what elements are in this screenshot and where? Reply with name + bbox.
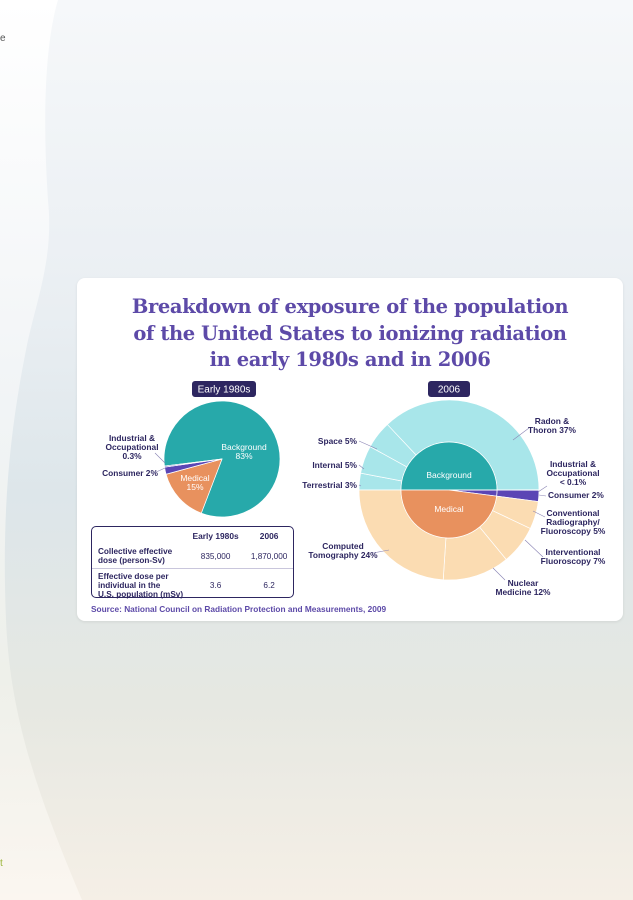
charts-canvas: Early 1980s Background 83% Medical 15% Consum…: [102, 381, 606, 597]
donut-outer-label: Conventional Radiography/Fluoroscopy 5%: [541, 508, 606, 536]
donut-outer-label: Computed Tomography 24%: [308, 541, 378, 560]
donut-outer-label: Internal 5%: [312, 460, 357, 470]
table-row-label: Effective dose per individual in the U.S…: [92, 568, 186, 602]
donut-inner-label: Background: [426, 470, 472, 480]
pie-1980s-label: Consumer 2%: [102, 468, 158, 478]
donut-leader: [532, 510, 546, 518]
table-cell: 835,000: [200, 551, 231, 561]
row-label-line: U.S. population (mSv): [98, 590, 184, 599]
donut-outer-label: Nuclear Medicine 12%: [496, 578, 551, 597]
table-header-1980s: Early 1980s: [192, 531, 239, 541]
row-label-line: individual in the: [98, 581, 161, 590]
edge-mark-bottom: t: [0, 858, 3, 869]
table-cell: 1,870,000: [250, 551, 288, 561]
title-line-2: of the United States to ionizing radiati…: [133, 321, 567, 345]
donut-leader: [372, 549, 390, 554]
row-label-line: Effective dose per: [98, 572, 169, 581]
infographic-card: Breakdown of exposure of the population …: [77, 278, 623, 621]
donut-inner-slice: [400, 441, 498, 491]
table-row-label: Collective effective dose (person-Sv): [92, 544, 186, 569]
row-label-line: Collective effective: [98, 547, 173, 556]
donut-leader: [492, 567, 506, 581]
donut-outer-label: Industrial & Occupational < 0.1%: [546, 459, 599, 487]
row-label-line: dose (person-Sv): [98, 556, 165, 565]
dose-table: Early 1980s 2006 Collective effective do…: [91, 526, 294, 602]
donut-leader: [358, 464, 365, 470]
donut-outer-label: Interventional Fluoroscopy 7%: [541, 547, 606, 566]
pie-1980s-slice: [164, 458, 223, 468]
chart-title: Breakdown of exposure of the population …: [77, 294, 623, 374]
table-row: Effective dose per individual in the U.S…: [92, 568, 293, 602]
source-note: Source: National Council on Radiation Pr…: [91, 604, 387, 614]
title-line-3: in early 1980s and in 2006: [209, 348, 491, 371]
pie-1980s-leader: [153, 467, 166, 474]
pie-1980s-label: Industrial & Occupational 0.3%: [105, 433, 158, 461]
donut-outer-label: Consumer 2%: [548, 490, 604, 500]
title-line-1: Breakdown of exposure of the population: [131, 295, 569, 318]
donut-leader: [537, 485, 548, 493]
pie-1980s-title-label: Early 1980s: [198, 385, 251, 396]
donut-leader: [512, 427, 530, 441]
donut-inner-slice: [400, 489, 497, 539]
pie-2006-title-label: 2006: [438, 385, 461, 396]
donut-leader: [524, 539, 544, 558]
donut-leader: [358, 484, 362, 487]
table-cell: 6.2: [245, 568, 293, 602]
pie-2006-title-pill: [428, 381, 470, 397]
table-header-empty: [92, 530, 186, 544]
donut-outer-label: Terrestrial 3%: [302, 480, 357, 490]
table-row: Collective effective dose (person-Sv) 83…: [92, 544, 293, 569]
pie-1980s-leader: [154, 452, 166, 464]
pie-1980s-label: Medical 15%: [180, 473, 209, 492]
donut-outer-label: Radon & Thoron 37%: [528, 416, 576, 435]
table-header-2006: 2006: [259, 531, 279, 541]
donut-outer-label: Space 5%: [318, 436, 358, 446]
donut-leader: [358, 440, 378, 450]
table-cell: 3.6: [186, 568, 246, 602]
pie-1980s-label: Background 83%: [221, 442, 267, 461]
edge-mark-top: e: [0, 33, 6, 44]
donut-leader: [538, 494, 547, 497]
pie-1980s-title-pill: [192, 381, 256, 397]
pie-1980s-slice: [165, 458, 223, 514]
donut-inner-label: Medical: [434, 504, 463, 514]
